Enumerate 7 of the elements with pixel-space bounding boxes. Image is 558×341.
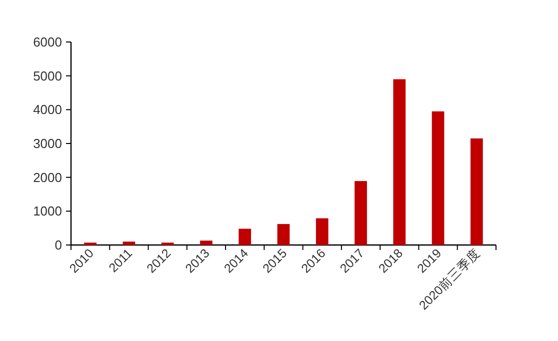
y-tick-label: 6000 bbox=[33, 34, 62, 50]
y-tick-label: 4000 bbox=[33, 102, 62, 118]
y-tick-label: 2000 bbox=[33, 170, 62, 185]
y-tick-label: 1000 bbox=[33, 204, 62, 219]
y-tick-label: 3000 bbox=[33, 136, 62, 151]
y-tick-label: 0 bbox=[54, 238, 62, 252]
y-tick-label: 5000 bbox=[33, 68, 62, 84]
